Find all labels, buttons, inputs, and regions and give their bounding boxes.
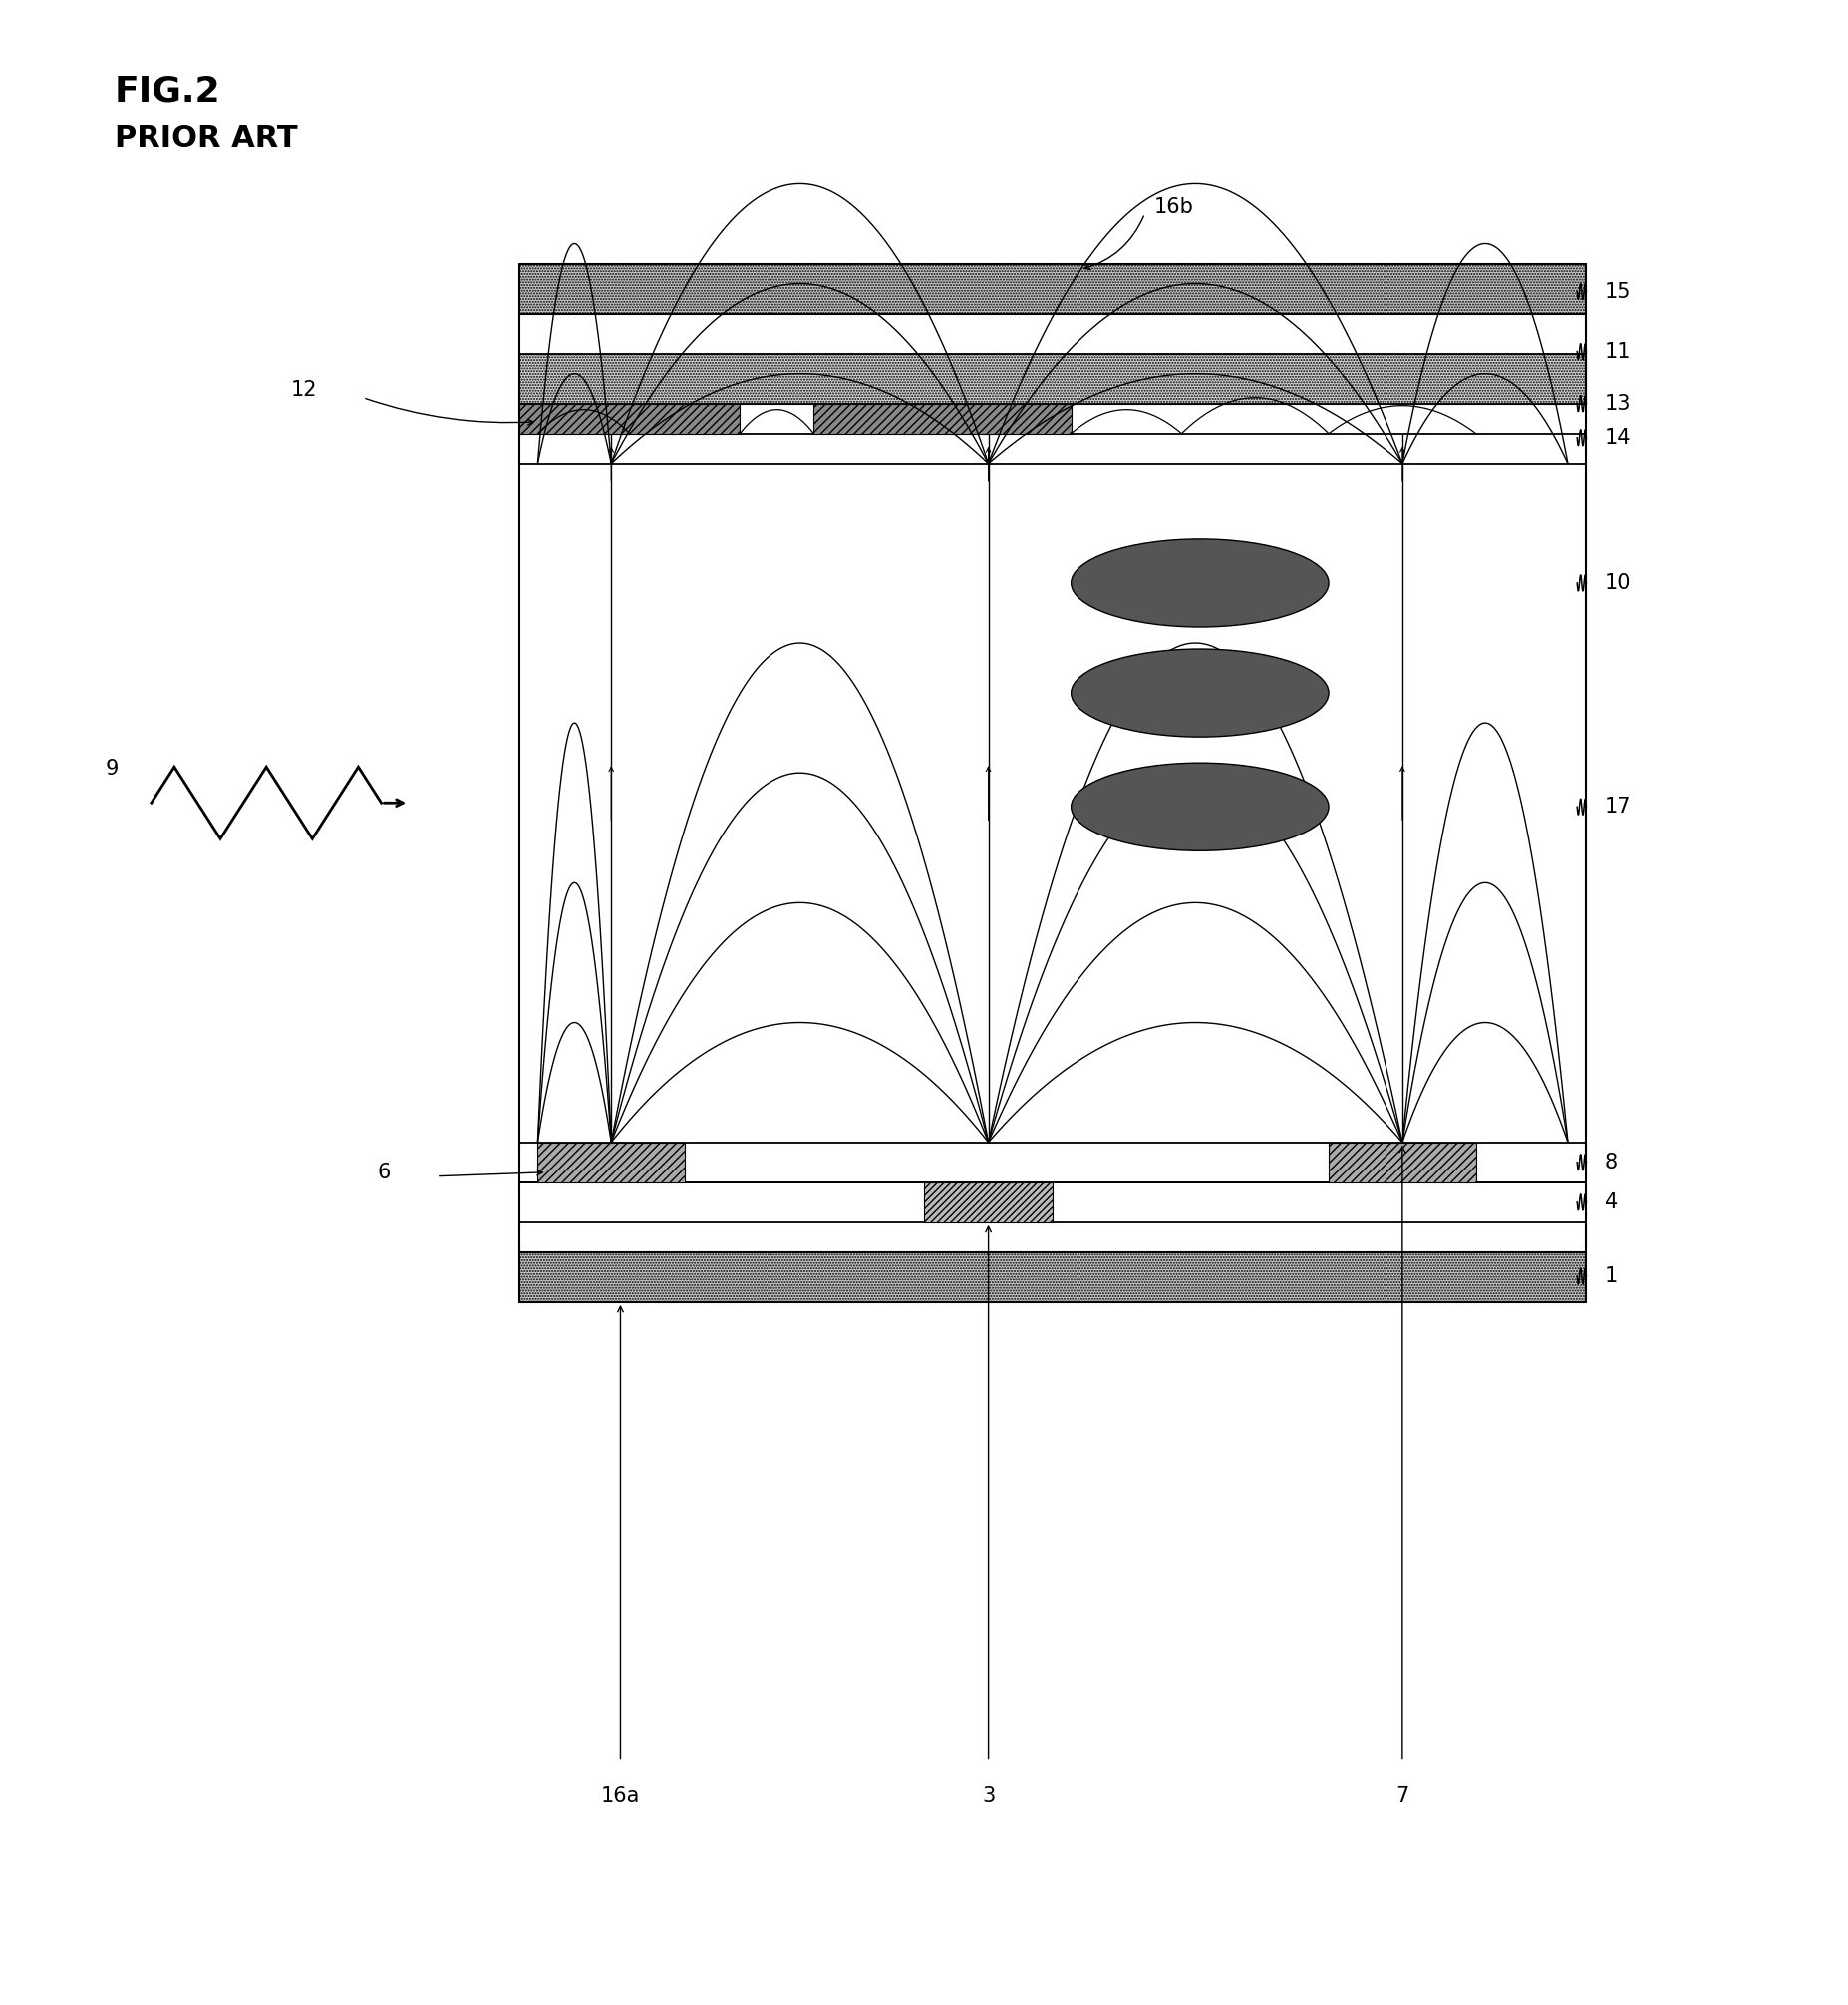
Ellipse shape (1072, 539, 1329, 628)
Text: 15: 15 (1604, 283, 1632, 301)
Bar (538, 1143, 686, 1183)
Text: 16b: 16b (1153, 198, 1194, 219)
Bar (1329, 1143, 1477, 1183)
Text: 13: 13 (1604, 393, 1632, 413)
Text: PRIOR ART: PRIOR ART (115, 124, 298, 152)
Text: 1: 1 (1604, 1265, 1617, 1285)
Text: 16a: 16a (601, 1784, 639, 1804)
Text: 10: 10 (1604, 573, 1632, 593)
Text: 4: 4 (1604, 1193, 1617, 1213)
Text: 17: 17 (1604, 796, 1632, 816)
Bar (519, 265, 1586, 313)
Text: 7: 7 (1395, 1784, 1408, 1804)
Bar (519, 353, 1586, 403)
Text: 9: 9 (105, 760, 118, 778)
Ellipse shape (1072, 650, 1329, 738)
Text: 12: 12 (290, 379, 316, 399)
Bar (519, 1251, 1586, 1301)
Text: 11: 11 (1604, 341, 1632, 361)
Text: 8: 8 (1604, 1153, 1617, 1173)
Ellipse shape (1072, 762, 1329, 850)
Text: 6: 6 (377, 1163, 390, 1183)
Bar (519, 403, 739, 433)
Bar (924, 1183, 1053, 1223)
Text: 14: 14 (1604, 427, 1632, 447)
Bar (813, 403, 1072, 433)
Text: FIG.2: FIG.2 (115, 74, 220, 108)
Text: 3: 3 (981, 1784, 994, 1804)
